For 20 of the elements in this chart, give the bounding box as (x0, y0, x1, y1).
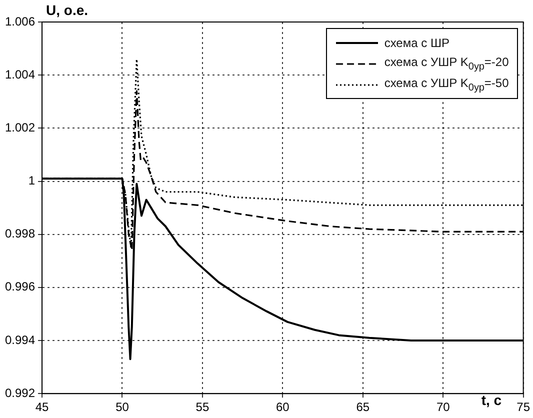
y-tick-label: 0.992 (5, 386, 36, 400)
x-tick-label: 50 (116, 400, 130, 414)
y-tick-label: 1.004 (5, 67, 36, 82)
x-tick-label: 75 (516, 400, 530, 414)
x-tick-label: 60 (276, 400, 290, 414)
x-tick-label: 70 (436, 400, 450, 414)
x-tick-label: 55 (196, 400, 210, 414)
x-tick-label: 65 (356, 400, 370, 414)
x-axis-title: t, с (481, 392, 502, 408)
x-tick-label: 45 (35, 400, 50, 414)
legend-label: схема с УШР K$_{0ур}$=-20 (384, 54, 509, 72)
y-tick-label: 1.006 (5, 14, 36, 28)
y-tick-label: 1 (28, 174, 36, 188)
y-tick-label: 0.996 (5, 280, 36, 294)
legend-label: схема с УШР K$_{0ур}$=-50 (384, 76, 509, 94)
legend-label: схема с ШР (384, 36, 450, 50)
y-tick-label: 0.998 (5, 226, 36, 241)
y-tick-label: 1.002 (5, 120, 36, 134)
y-axis-title: U, о.е. (46, 2, 88, 18)
y-tick-label: 0.994 (5, 332, 36, 347)
